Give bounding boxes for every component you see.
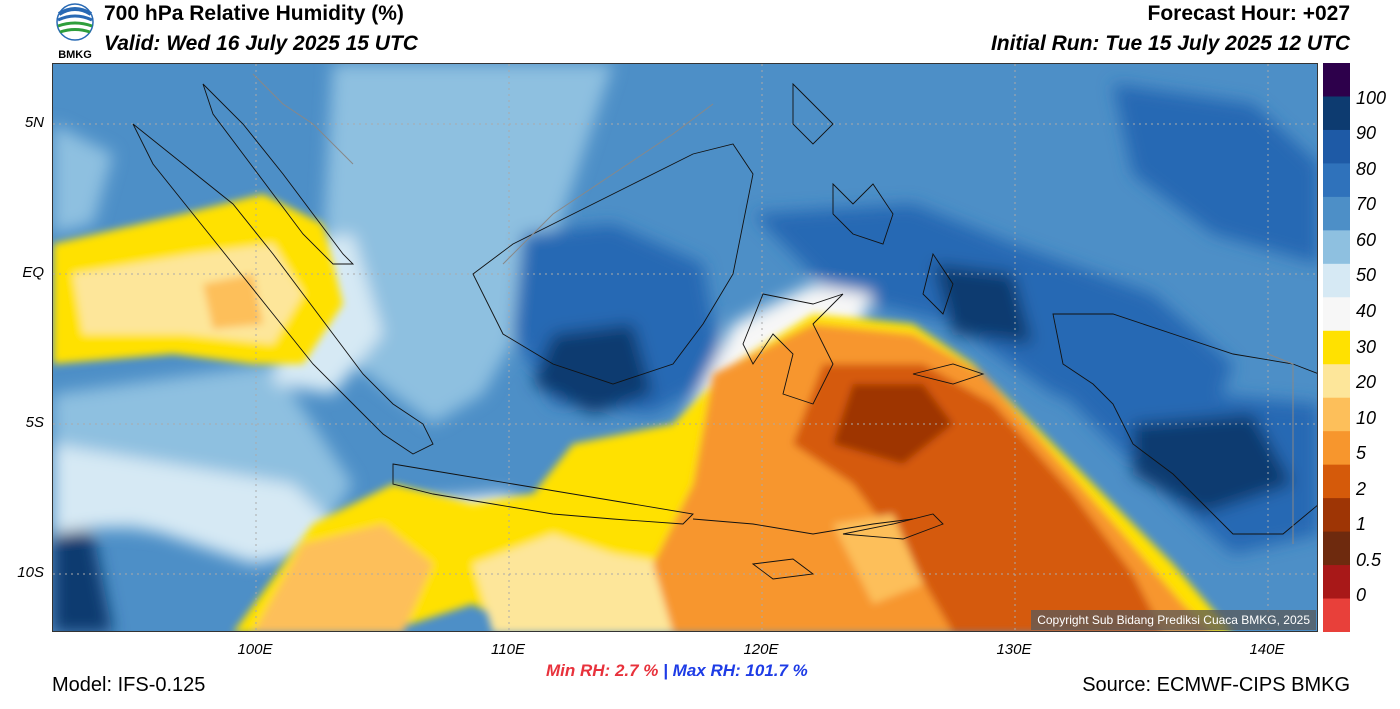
source-info: Source: ECMWF-CIPS BMKG (1082, 674, 1350, 696)
stats-separator: | (663, 661, 668, 680)
initial-run: Initial Run: Tue 15 July 2025 12 UTC (990, 32, 1350, 55)
colorbar-swatch (1323, 531, 1350, 566)
min-rh-label: Min RH: (546, 661, 611, 680)
lon-label-130e: 130E (996, 641, 1032, 658)
colorbar-swatch (1323, 498, 1350, 533)
colorbar-swatch (1323, 230, 1350, 265)
colorbar-swatch (1323, 464, 1350, 499)
colorbar-label-20: 20 (1356, 372, 1377, 392)
rh-stats: Min RH: 2.7 % | Max RH: 101.7 % (546, 661, 808, 681)
copyright-notice: Copyright Sub Bidang Prediksi Cuaca BMKG… (1031, 610, 1316, 630)
colorbar-label-2: 2 (1356, 479, 1367, 499)
colorbar-swatch (1323, 129, 1350, 164)
colorbar (1323, 63, 1350, 633)
lon-label-100e: 100E (237, 641, 273, 658)
colorbar-swatch (1323, 598, 1350, 633)
colorbar-swatch (1323, 96, 1350, 131)
colorbar-label-5: 5 (1356, 443, 1367, 463)
forecast-hour: Forecast Hour: +027 (1147, 2, 1351, 25)
svg-text:BMKG: BMKG (58, 49, 92, 60)
max-rh-value: 101.7 % (745, 661, 808, 680)
colorbar-swatch (1323, 364, 1350, 399)
colorbar-label-0: 0 (1356, 585, 1367, 605)
colorbar-swatch (1323, 431, 1350, 466)
colorbar-label-10: 10 (1356, 408, 1377, 428)
lat-label-eq: EQ (22, 264, 44, 281)
colorbar-swatch (1323, 297, 1350, 332)
model-info: Model: IFS-0.125 (52, 674, 206, 696)
colorbar-swatch (1323, 565, 1350, 600)
lat-label-10s: 10S (17, 564, 44, 581)
colorbar-label-1: 1 (1356, 514, 1367, 534)
colorbar-label-70: 70 (1356, 194, 1377, 214)
lon-label-120e: 120E (743, 641, 779, 658)
colorbar-label-60: 60 (1356, 230, 1377, 250)
colorbar-swatch (1323, 163, 1350, 198)
colorbar-label-50: 50 (1356, 265, 1377, 285)
colorbar-label-0-5: 0.5 (1356, 550, 1382, 570)
bmkg-logo: BMKG (52, 2, 98, 61)
colorbar-swatch (1323, 263, 1350, 298)
colorbar-label-90: 90 (1356, 123, 1377, 143)
bmkg-emblem-icon: BMKG (56, 3, 94, 61)
lon-label-140e: 140E (1249, 641, 1285, 658)
lon-label-110e: 110E (491, 641, 525, 658)
colorbar-label-100: 100 (1356, 88, 1387, 108)
colorbar-swatch (1323, 196, 1350, 231)
colorbar-swatch (1323, 63, 1350, 97)
valid-time: Valid: Wed 16 July 2025 15 UTC (104, 32, 418, 55)
map-title: 700 hPa Relative Humidity (%) (104, 2, 404, 25)
colorbar-swatch (1323, 397, 1350, 432)
colorbar-swatch (1323, 330, 1350, 365)
lat-label-5n: 5N (24, 114, 44, 131)
min-rh-value: 2.7 % (614, 661, 659, 680)
colorbar-label-30: 30 (1356, 337, 1377, 357)
humidity-map (52, 63, 1318, 632)
humidity-field (53, 64, 1317, 631)
lat-label-5s: 5S (25, 414, 44, 431)
max-rh-label: Max RH: (672, 661, 741, 680)
colorbar-swatches (1323, 63, 1350, 633)
colorbar-label-40: 40 (1356, 301, 1377, 321)
colorbar-label-80: 80 (1356, 159, 1377, 179)
